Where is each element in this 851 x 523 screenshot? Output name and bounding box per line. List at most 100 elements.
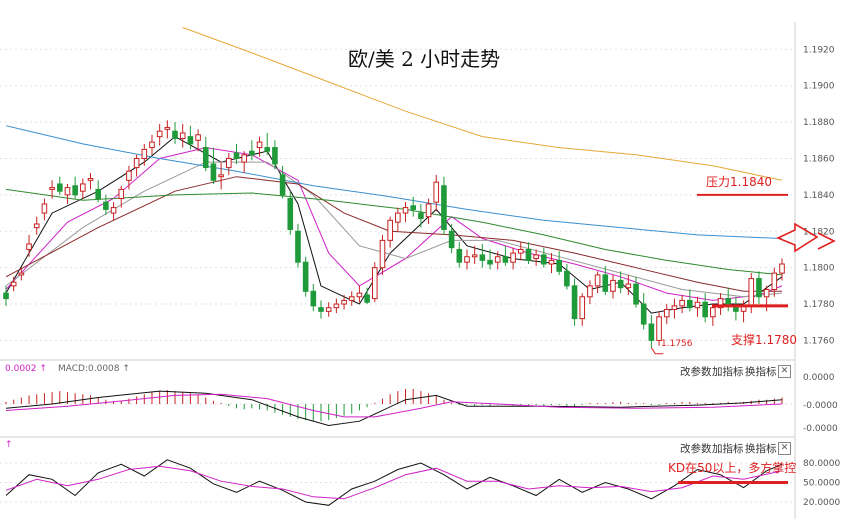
candle-body: [364, 294, 370, 303]
macd-name: MACD:0.0008: [58, 364, 120, 374]
moving-average-line: [5, 147, 783, 301]
candle-body: [487, 259, 493, 265]
candle-body: [103, 201, 109, 210]
moving-average-line: [5, 176, 782, 292]
candle-body: [149, 141, 155, 149]
macd-name-label: MACD:0.0008 ↑: [58, 364, 130, 374]
arrow-right-icon: [776, 222, 836, 253]
candle-body: [387, 219, 393, 241]
candle-body: [95, 188, 102, 200]
kd-arrow-label: ↑: [5, 440, 13, 450]
candle-body: [226, 157, 232, 169]
moving-average-line: [182, 27, 783, 181]
kd-change-indicator-button[interactable]: 换指标: [745, 443, 777, 455]
candle-body: [433, 181, 440, 203]
macd-change-indicator-button[interactable]: 换指标: [745, 366, 777, 378]
arrow-up-icon: ↑: [122, 364, 130, 374]
candle-body: [87, 177, 94, 181]
candle-body: [771, 272, 778, 290]
candle-body: [49, 187, 55, 190]
low-price-label: 1.1756: [661, 339, 693, 349]
candle-body: [448, 230, 455, 249]
candle-body: [64, 187, 71, 196]
candle-body: [72, 185, 78, 196]
candle-body: [341, 299, 347, 305]
macd-edit-params-button[interactable]: 改参数: [680, 366, 712, 378]
macd-line: [5, 390, 783, 427]
kd-add-indicator-button[interactable]: 加指标: [712, 443, 744, 455]
candle-body: [710, 307, 716, 318]
macd-line: [5, 393, 783, 418]
low-marker-pointer: [650, 347, 664, 355]
candle-body: [233, 152, 240, 159]
candle-body: [272, 147, 278, 165]
kd-close-icon[interactable]: ✕: [778, 442, 791, 455]
candle-body: [748, 278, 755, 307]
candle-body: [10, 281, 17, 287]
candle-body: [441, 185, 447, 230]
candle-body: [187, 136, 194, 145]
candle-body: [18, 272, 25, 276]
candle-body: [640, 303, 647, 325]
kd-panel: 80.0000 50.0000 20.0000: [0, 459, 840, 508]
candle-body: [379, 239, 386, 269]
candle-body: [548, 259, 555, 265]
candle-body: [686, 299, 693, 309]
candle-body: [464, 256, 470, 263]
candle-body: [172, 130, 178, 139]
candle-body: [556, 259, 562, 272]
candle-body: [663, 309, 670, 318]
candle-body: [202, 147, 209, 169]
kd-y-tick-label: 50.0000: [803, 479, 840, 489]
candle-body: [671, 305, 678, 311]
candle-body: [80, 183, 86, 192]
candle-body: [717, 298, 724, 309]
candle-body: [517, 248, 524, 254]
y-tick-label: 1.1900: [803, 82, 835, 92]
candles: [3, 120, 785, 348]
candle-body: [410, 205, 417, 210]
candle-body: [479, 254, 486, 261]
support-label: 支撑1.1780: [731, 333, 797, 347]
level-lines: [650, 193, 788, 355]
candle-body: [133, 157, 140, 169]
y-tick-label: 1.1860: [803, 154, 835, 164]
candle-body: [264, 147, 271, 152]
macd-add-indicator-button[interactable]: 加指标: [712, 366, 744, 378]
candle-body: [633, 283, 639, 305]
candle-body: [164, 127, 171, 130]
candle-body: [241, 154, 247, 163]
candle-body: [587, 285, 593, 298]
candle-body: [571, 285, 578, 320]
candle-body: [564, 270, 570, 287]
candle-body: [33, 223, 40, 229]
candle-body: [756, 278, 762, 298]
candle-body: [533, 254, 539, 260]
candle-body: [56, 183, 63, 192]
candle-body: [702, 301, 708, 318]
kd-y-tick-label: 80.0000: [803, 459, 840, 469]
y-tick-label: 1.1920: [803, 45, 835, 55]
candle-body: [256, 141, 263, 149]
y-tick-label: 1.1800: [803, 264, 835, 274]
arrow-up-icon: ↑: [39, 364, 47, 374]
macd-y-tick-label: -0.0000: [803, 401, 838, 411]
candle-body: [594, 274, 601, 287]
candle-body: [26, 243, 32, 250]
moving-average-line: [5, 125, 783, 239]
moving-average-line: [5, 161, 783, 298]
candle-body: [126, 170, 132, 181]
kd-y-tick-label: 20.0000: [803, 498, 840, 508]
candle-body: [295, 230, 301, 263]
kd-edit-params-button[interactable]: 改参数: [680, 443, 712, 455]
candle-body: [694, 301, 701, 309]
candle-body: [656, 316, 662, 341]
candle-body: [395, 212, 401, 223]
candle-body: [110, 207, 117, 214]
macd-close-icon[interactable]: ✕: [778, 365, 791, 378]
candle-body: [310, 290, 317, 307]
candle-body: [141, 148, 148, 159]
y-tick-label: 1.1780: [803, 300, 835, 310]
macd-y-tick-label: 0.0000: [803, 373, 835, 383]
